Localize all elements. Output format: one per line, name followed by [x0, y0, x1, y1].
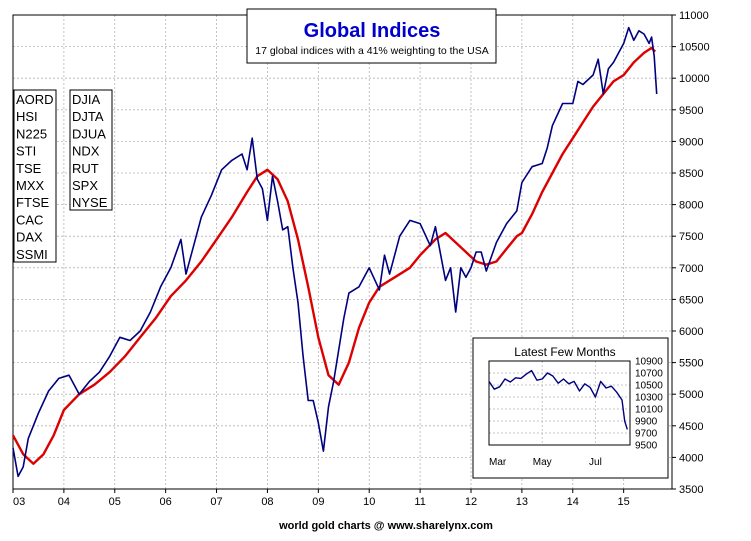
y-tick-label: 6500	[679, 294, 703, 306]
legend-item: DJIA	[72, 92, 101, 107]
inset-x-tick-label: Jul	[589, 457, 602, 468]
legend-left-frame	[13, 89, 57, 263]
y-tick-label: 7500	[679, 231, 703, 243]
inset-x-tick-label: Mar	[489, 457, 507, 468]
title-box: Global Indices 17 global indices with a …	[246, 8, 497, 64]
chart-subtitle: 17 global indices with a 41% weighting t…	[255, 45, 488, 57]
y-tick-label: 8500	[679, 168, 703, 180]
y-tick-label: 11000	[679, 10, 709, 22]
inset-chart: Latest Few Months 9500970099001010010300…	[472, 337, 669, 479]
inset-x-ticks: Mar May Jul	[489, 457, 602, 468]
y-tick-label: 9500	[679, 105, 703, 117]
y-tick-label: 7000	[679, 263, 703, 275]
x-tick-label: 12	[465, 496, 477, 508]
y-tick-label: 3500	[679, 484, 703, 496]
x-tick-label: 13	[516, 496, 528, 508]
legend-item: NDX	[72, 144, 100, 159]
inset-index-line	[488, 369, 628, 430]
legend-item: SPX	[72, 178, 98, 193]
legend-item: STI	[16, 144, 36, 159]
x-tick-label: 04	[58, 496, 70, 508]
y-axis-ticks: 3500 4000 4500 5000 5500 6000 6500 7000 7500 8000…	[672, 10, 710, 496]
y-tick-label: 5000	[679, 389, 703, 401]
x-tick-label: 08	[261, 496, 273, 508]
legend-item: DJUA	[72, 126, 106, 141]
y-tick-label: 10500	[679, 42, 710, 54]
inset-y-tick-label: 10300	[635, 393, 663, 404]
chart-title: Global Indices	[304, 20, 441, 42]
inset-y-tick-label: 10900	[635, 357, 663, 368]
y-tick-label: 8000	[679, 200, 703, 212]
legend-item: HSI	[16, 109, 38, 124]
x-tick-label: 03	[13, 496, 25, 508]
legend-item: N225	[16, 126, 47, 141]
inset-x-tick-label: May	[533, 457, 552, 468]
inset-y-tick-label: 10700	[635, 369, 663, 380]
legend-item: MXX	[16, 178, 45, 193]
x-tick-label: 09	[312, 496, 324, 508]
legend-right-list: DJIA DJTA DJUA NDX RUT SPX NYSE	[72, 92, 108, 210]
inset-y-tick-label: 10100	[635, 405, 663, 416]
legend-right-box: DJIA DJTA DJUA NDX RUT SPX NYSE	[69, 89, 113, 211]
legend-right-frame	[69, 89, 113, 211]
y-tick-label: 10000	[679, 73, 710, 85]
legend-item: CAC	[16, 212, 43, 227]
legend-item: DJTA	[72, 109, 104, 124]
legend-left-list: AORD HSI N225 STI TSE MXX FTSE CAC DAX SSMI	[16, 92, 54, 262]
inset-y-tick-label: 9500	[635, 441, 658, 452]
legend-item: NYSE	[72, 195, 108, 210]
y-tick-label: 6000	[679, 326, 703, 338]
grid-layer	[12, 14, 672, 490]
legend-item: FTSE	[16, 195, 50, 210]
x-tick-label: 11	[414, 496, 425, 508]
inset-plot-frame	[488, 360, 631, 446]
inset-y-tick-label: 9700	[635, 429, 658, 440]
y-tick-label: 4500	[679, 421, 703, 433]
legend-item: AORD	[16, 92, 54, 107]
title-box-frame	[246, 8, 497, 64]
inset-y-tick-label: 9900	[635, 417, 658, 428]
inset-title: Latest Few Months	[514, 345, 615, 359]
chart-footer: world gold charts @ www.sharelynx.com	[278, 520, 493, 532]
legend-item: SSMI	[16, 247, 48, 262]
index-line	[12, 26, 658, 478]
x-tick-label: 14	[567, 496, 579, 508]
y-tick-label: 5500	[679, 358, 703, 370]
legend-item: RUT	[72, 161, 99, 176]
x-tick-label: 15	[618, 496, 630, 508]
inset-y-tick-label: 10500	[635, 381, 663, 392]
x-tick-label: 10	[363, 496, 375, 508]
x-axis-ticks: 03 04 05 06 07 08 09 10 11 12 13 14 15	[12, 489, 630, 508]
x-tick-label: 06	[160, 496, 172, 508]
legend-item: DAX	[16, 230, 43, 245]
moving-average-line	[11, 46, 657, 465]
legend-left-box: AORD HSI N225 STI TSE MXX FTSE CAC DAX SSMI	[13, 89, 57, 263]
x-tick-label: 05	[109, 496, 121, 508]
y-tick-label: 4000	[679, 452, 703, 464]
x-tick-label: 07	[210, 496, 222, 508]
y-tick-label: 9000	[679, 136, 703, 148]
legend-item: TSE	[16, 161, 42, 176]
